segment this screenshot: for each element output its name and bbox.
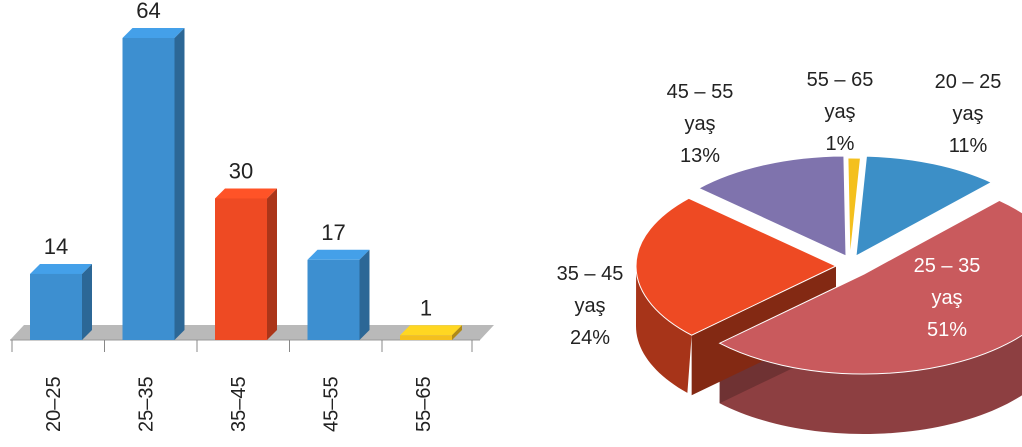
bar [307, 249, 370, 340]
bar-value-label: 17 [321, 220, 345, 245]
bar-value-label: 1 [420, 295, 432, 320]
bar-side-face [174, 28, 185, 340]
bar [215, 188, 277, 340]
bar-front-face [122, 38, 175, 340]
x-tick-label: 55–65 [413, 376, 435, 432]
bar-side-face [359, 249, 370, 340]
bar-side-face [452, 325, 462, 340]
bar [122, 28, 185, 340]
pie-slice-label: 35 – 45 yaş 24% [557, 263, 624, 349]
bar [400, 325, 462, 340]
bar-value-label: 14 [44, 234, 68, 259]
bar-value-label: 30 [229, 158, 253, 183]
bar-front-face [400, 335, 452, 340]
x-tick-label: 25–35 [136, 376, 158, 432]
bar-front-face [30, 273, 82, 340]
pie-slice-side [719, 335, 1022, 434]
bar-top-face [122, 28, 185, 38]
pie-slice [718, 199, 1022, 375]
pie-slice-side [636, 269, 692, 393]
pie-slice [635, 197, 838, 336]
bar [30, 263, 92, 340]
x-tick-label: 45–55 [321, 376, 343, 432]
bar-top-face [30, 263, 92, 274]
bar-value-label: 64 [136, 0, 160, 23]
pie-slice [697, 155, 847, 257]
bar-top-face [215, 188, 277, 199]
bar-side-face [82, 263, 92, 340]
pie-chart: 20 – 25 yaş 11% 25 – 35 yaş 51% 35 – 45 yaş 24% 4… [557, 69, 1022, 434]
x-tick-label: 20–25 [43, 376, 65, 432]
pie-slice [847, 157, 862, 259]
bar-top-face [400, 325, 462, 336]
pie-slice-label: 45 – 55 yaş 13% [667, 81, 734, 167]
x-tick-label: 35–45 [228, 376, 250, 432]
bar-chart: 14 20–25 64 25–35 30 35–45 17 45–55 1 55–65 [10, 0, 494, 432]
pie-slice-label: 25 – 35 yaş 51% [914, 255, 981, 341]
pie-slice-label: 55 – 65 yaş 1% [807, 69, 874, 155]
bar-front-face [215, 198, 267, 340]
bar-top-face [307, 249, 370, 260]
pie-slice [855, 155, 993, 257]
bar-side-face [267, 188, 277, 340]
bar-front-face [307, 259, 360, 340]
pie-slice-label: 20 – 25 yaş 11% [935, 71, 1002, 157]
